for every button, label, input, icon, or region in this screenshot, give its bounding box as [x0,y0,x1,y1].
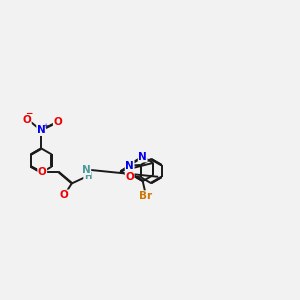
Text: N: N [138,152,147,162]
Text: N: N [82,164,91,175]
Text: N: N [37,125,46,136]
Text: +: + [42,123,48,129]
Text: O: O [60,190,69,200]
Text: O: O [22,115,31,125]
Text: N: N [125,160,134,170]
Text: Br: Br [139,191,152,201]
Text: −: − [26,109,33,118]
Text: O: O [125,172,134,182]
Text: H: H [84,172,91,181]
Text: O: O [53,117,62,127]
Text: O: O [38,167,46,177]
